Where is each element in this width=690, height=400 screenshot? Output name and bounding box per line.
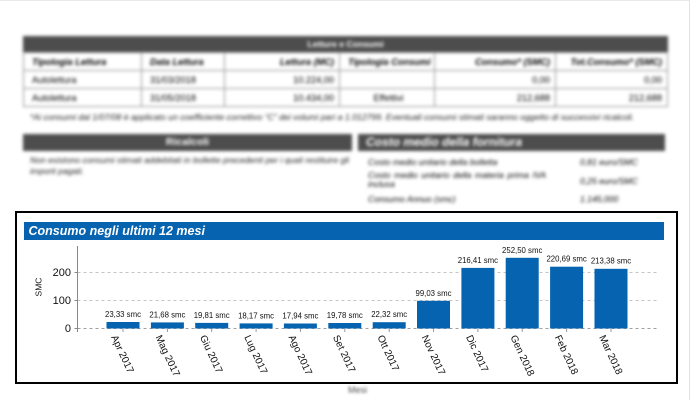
- svg-text:220,69 smc: 220,69 smc: [546, 255, 586, 264]
- svg-text:100: 100: [53, 295, 71, 307]
- svg-text:SMC: SMC: [34, 278, 44, 297]
- svg-text:Feb 2018: Feb 2018: [552, 334, 580, 377]
- svg-text:Mag 2017: Mag 2017: [153, 334, 182, 379]
- svg-text:Apr 2017: Apr 2017: [108, 334, 135, 376]
- svg-text:18,17 smc: 18,17 smc: [238, 311, 274, 320]
- svg-text:213,38 smc: 213,38 smc: [591, 256, 631, 265]
- svg-text:Ago 2017: Ago 2017: [286, 334, 314, 378]
- svg-text:Gen 2018: Gen 2018: [507, 334, 536, 379]
- svg-text:Lug 2017: Lug 2017: [241, 334, 269, 377]
- svg-text:19,78 smc: 19,78 smc: [327, 311, 363, 320]
- svg-text:252,50 smc: 252,50 smc: [502, 246, 542, 255]
- svg-text:17,94 smc: 17,94 smc: [282, 312, 318, 321]
- svg-text:21,68 smc: 21,68 smc: [149, 310, 185, 319]
- svg-text:23,33 smc: 23,33 smc: [105, 310, 141, 319]
- svg-text:19,81 smc: 19,81 smc: [194, 311, 230, 320]
- svg-text:Dic 2017: Dic 2017: [463, 334, 490, 375]
- svg-text:Ott 2017: Ott 2017: [374, 334, 400, 374]
- svg-text:99,03 smc: 99,03 smc: [416, 289, 452, 298]
- svg-text:200: 200: [53, 267, 71, 279]
- svg-text:Giu 2017: Giu 2017: [197, 334, 224, 376]
- svg-text:Set 2017: Set 2017: [330, 334, 357, 375]
- svg-text:Nov 2017: Nov 2017: [419, 334, 447, 378]
- svg-text:216,41 smc: 216,41 smc: [458, 256, 498, 265]
- svg-text:22,32 smc: 22,32 smc: [371, 310, 407, 319]
- svg-text:0: 0: [65, 323, 71, 335]
- svg-text:Mar 2018: Mar 2018: [596, 334, 624, 377]
